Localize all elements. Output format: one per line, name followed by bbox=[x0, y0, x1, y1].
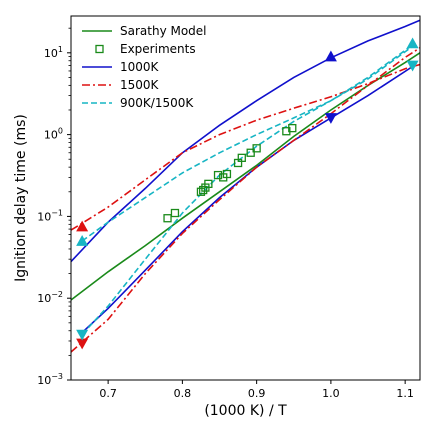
x-axis-label: (1000 K) / T bbox=[204, 403, 287, 419]
triangle-up-marker bbox=[76, 235, 89, 246]
x-axis-ticks: 0.7 0.8 0.9 1.0 1.1 bbox=[99, 380, 414, 400]
triangle-down-marker bbox=[76, 329, 89, 341]
legend-label: 1000K bbox=[120, 60, 160, 74]
x-tick-label: 0.7 bbox=[99, 387, 117, 400]
y-tick-label: 10−2 bbox=[37, 290, 63, 305]
legend-entry: 900K/1500K bbox=[82, 96, 194, 110]
series-line-2 bbox=[81, 65, 414, 334]
legend-entry: 1000K bbox=[82, 60, 160, 74]
series-line-3 bbox=[71, 63, 420, 231]
legend-entry: 1500K bbox=[82, 78, 160, 92]
y-tick-label: 101 bbox=[44, 45, 63, 60]
plot-frame bbox=[70, 15, 421, 381]
y-tick-label: 100 bbox=[44, 127, 63, 142]
experiment-point bbox=[222, 169, 232, 179]
x-tick-label: 1.1 bbox=[396, 387, 414, 400]
y-axis-ticks: 10−3 10−2 10−1 100 101 bbox=[37, 27, 71, 387]
experiment-point bbox=[170, 208, 180, 218]
triangle-down-marker bbox=[406, 60, 419, 72]
y-tick-label: 10−1 bbox=[37, 208, 63, 223]
markers-layer bbox=[76, 37, 419, 350]
x-tick-label: 0.9 bbox=[248, 387, 266, 400]
experiment-point bbox=[213, 170, 223, 180]
triangle-up-marker bbox=[406, 37, 419, 49]
legend-label: Sarathy Model bbox=[120, 24, 207, 38]
experiment-point bbox=[204, 179, 213, 189]
experiment-point bbox=[237, 153, 246, 162]
triangle-down-marker bbox=[324, 113, 337, 124]
experiment-point bbox=[246, 148, 255, 157]
legend-entry: Sarathy Model bbox=[82, 24, 207, 38]
series-line-1 bbox=[71, 19, 420, 263]
series-line-4 bbox=[71, 47, 420, 353]
experiment-point bbox=[288, 123, 297, 133]
legend: Sarathy Model Experiments 1000K 1500K 900K/1… bbox=[82, 24, 207, 110]
x-tick-label: 0.8 bbox=[174, 387, 192, 400]
triangle-up-marker bbox=[324, 50, 337, 62]
experiments-layer bbox=[163, 123, 297, 223]
triangle-down-marker bbox=[76, 338, 89, 350]
y-tick-label: 10−3 bbox=[37, 372, 63, 387]
experiment-point bbox=[199, 185, 208, 195]
legend-entry: Experiments bbox=[95, 42, 196, 56]
legend-square-marker bbox=[95, 44, 104, 54]
experiment-point bbox=[252, 144, 261, 153]
legend-label: 900K/1500K bbox=[120, 96, 194, 110]
experiment-point bbox=[196, 187, 206, 196]
series-line-5 bbox=[81, 44, 414, 242]
legend-label: Experiments bbox=[120, 42, 196, 56]
triangle-up-marker bbox=[76, 220, 89, 232]
y-axis-label: Ignition delay time (ms) bbox=[13, 114, 29, 282]
experiment-point bbox=[163, 214, 172, 223]
x-tick-label: 1.0 bbox=[322, 387, 340, 400]
legend-label: 1500K bbox=[120, 78, 160, 92]
